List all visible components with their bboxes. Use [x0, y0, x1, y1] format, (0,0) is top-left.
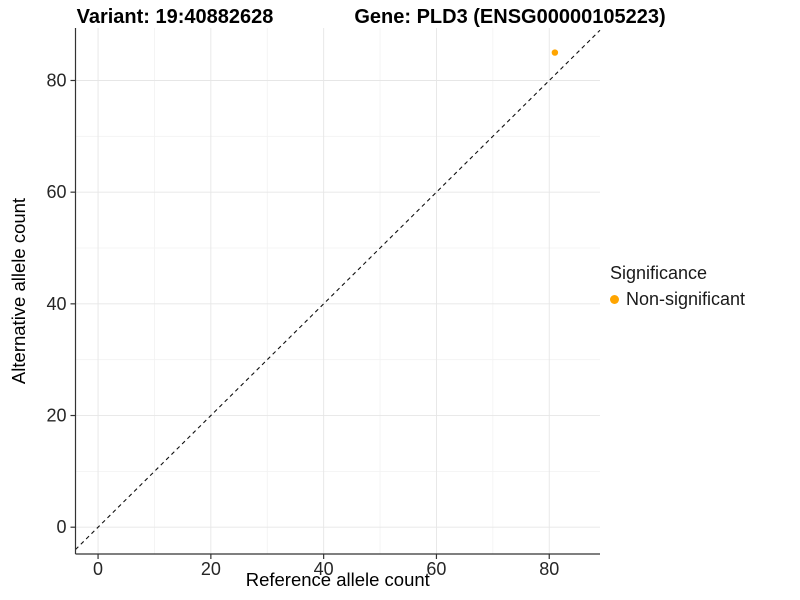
data-point	[551, 49, 559, 56]
gene-title: Gene: PLD3 (ENSG00000105223)	[354, 6, 666, 28]
x-tick-label: 60	[426, 559, 446, 579]
legend-item-label: Non-significant	[626, 289, 746, 309]
y-tick-label: 0	[56, 517, 66, 537]
variant-title: Variant: 19:40882628	[76, 6, 274, 28]
legend-item-non-significant: Non-significant	[610, 287, 795, 311]
x-tick-label: 80	[539, 559, 559, 579]
orange-point-icon	[610, 294, 619, 304]
y-axis-title: Alternative allele count	[8, 198, 29, 384]
y-tick-label: 80	[46, 70, 66, 90]
y-tick-label: 40	[46, 294, 66, 314]
identity-line	[75, 29, 601, 550]
x-tick-label: 20	[201, 559, 221, 579]
legend-title: Significance	[610, 263, 708, 283]
y-tick-label: 20	[46, 406, 66, 426]
x-tick-label: 0	[93, 559, 103, 579]
legend: Significance Non-significant	[610, 261, 795, 311]
y-tick-label: 60	[46, 182, 66, 202]
x-axis-title: Reference allele count	[246, 569, 430, 590]
x-tick-label: 40	[314, 559, 334, 579]
